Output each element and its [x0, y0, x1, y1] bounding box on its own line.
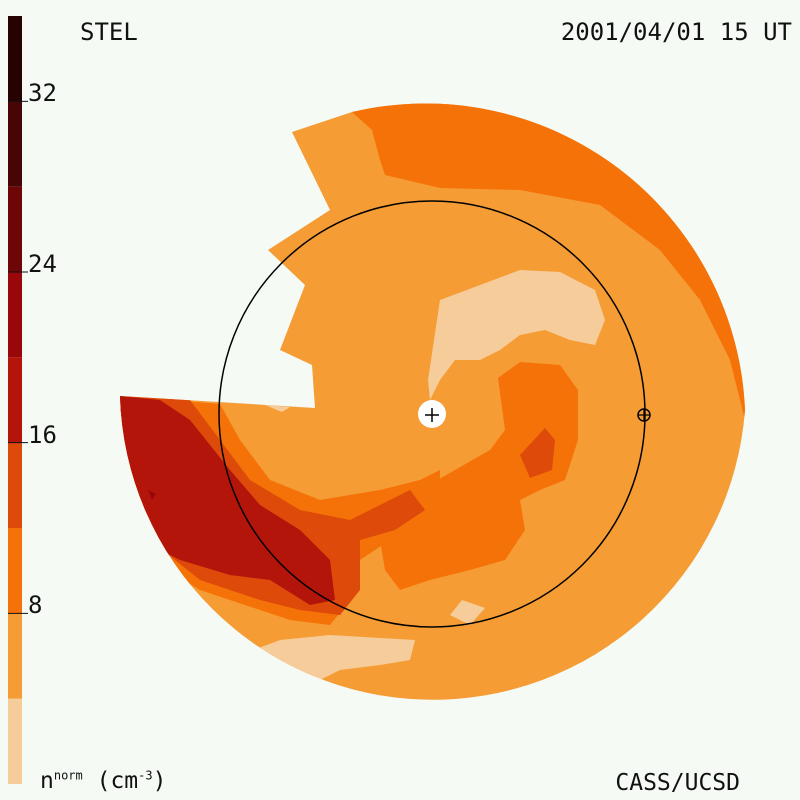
datetime-label: 2001/04/01 15 UT: [560, 18, 792, 46]
colorbar-level-2: [8, 528, 22, 614]
observatory-label: STEL: [80, 18, 138, 46]
region-center-higher: [520, 428, 555, 478]
colorbar-level-3: [8, 442, 22, 528]
colorbar-unit-label: nnorm (cm-3): [40, 768, 167, 794]
colorbar-level-1: [8, 613, 22, 699]
credit-label: CASS/UCSD: [615, 770, 740, 796]
colorbar-level-7: [8, 101, 22, 187]
earth-marker: [637, 408, 651, 422]
earth-orbit: [218, 200, 646, 628]
colorbar-level-6: [8, 186, 22, 272]
colorbar-level-8: [8, 16, 22, 102]
region-south-light-2: [450, 600, 485, 625]
colorbar: [8, 16, 28, 784]
sun-marker: [418, 400, 446, 428]
colorbar-tick-label: 8: [28, 591, 43, 620]
colorbar-level-4: [8, 357, 22, 443]
region-north-light: [428, 270, 605, 400]
region-peak-dot: [148, 490, 156, 500]
colorbar-tick-label: 16: [28, 420, 57, 449]
colorbar-level-0: [8, 698, 22, 784]
colorbar-tick-label: 24: [28, 250, 57, 278]
colorbar-tick-label: 32: [28, 79, 57, 108]
region-small-light: [265, 405, 290, 412]
region-center-high: [380, 362, 578, 590]
colorbar-level-5: [8, 272, 22, 358]
region-west-peak: [120, 396, 335, 605]
